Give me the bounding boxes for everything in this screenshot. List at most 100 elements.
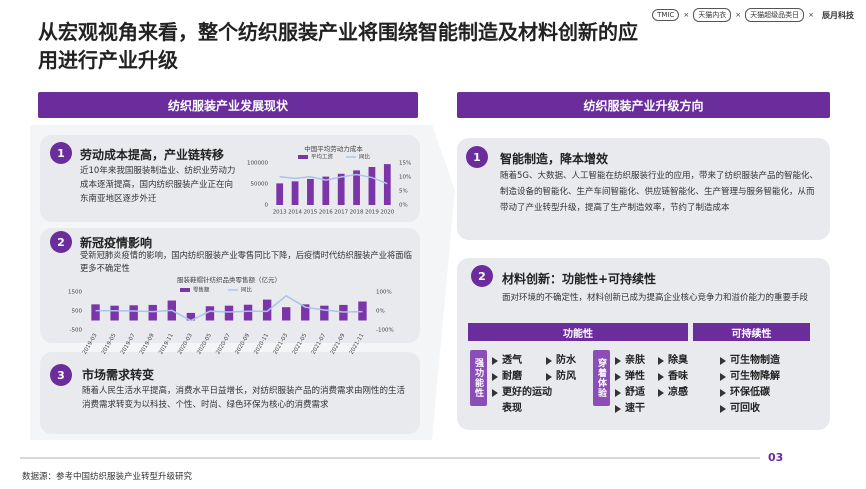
legend-label: 同比 (241, 286, 253, 294)
x-tick-label: 2019 (365, 210, 379, 216)
group-label: 穿着体验 (593, 350, 610, 406)
y2-tick-label: 0% (399, 203, 408, 209)
number: 1 (466, 146, 488, 168)
left-heading: 纺织服装产业发展现状 (38, 92, 418, 118)
x-tick-label: 2021-05 (292, 332, 309, 355)
bar (129, 305, 138, 321)
right-heading: 纺织服装产业升级方向 (457, 92, 830, 118)
item: 凉感 (658, 385, 688, 401)
y-tick-label: 1500 (68, 290, 82, 296)
x-tick-label: 2020 (380, 210, 394, 216)
bar (339, 304, 348, 321)
item: 可生物降解 (720, 369, 780, 385)
item-title: 材料创新：功能性+可持续性 (502, 272, 657, 286)
x-tick-label: 2015 (303, 210, 317, 216)
item: 除臭 (658, 353, 688, 369)
title: 从宏观视角来看，整个纺织服装产业将围绕智能制造及材料创新的应用进行产业升级 (38, 20, 638, 72)
item: 耐磨 (492, 369, 522, 385)
x-tick-label: 2019-03 (82, 332, 99, 355)
x-tick-label: 2020-09 (234, 332, 251, 355)
item: 透气 (492, 353, 522, 369)
x-tick-label: 2019-11 (158, 333, 175, 356)
line (279, 173, 388, 185)
item: 速干 (615, 401, 645, 417)
y-tick-label: 0 (265, 203, 269, 209)
item: 环保低碳 (720, 385, 770, 401)
legend-label: 零售额 (193, 286, 210, 294)
source: 数据源：参考中国纺织服装产业转型升级研究 (22, 472, 193, 482)
item-text: 随着人民生活水平提高，消费水平日益增长，对纺织服装产品的消费需求由刚性的生活消费… (82, 386, 406, 410)
logos: TMIC × 天猫内衣 × 天猫超级品类日 × 辰月科技 (652, 8, 858, 22)
y-tick-label: 100000 (247, 161, 268, 167)
panel (40, 228, 420, 343)
item-text: 面对环境的不确定性，材料创新已成为提高企业核心竞争力和溢价能力的重要手段 (502, 293, 809, 303)
legend-label: 平均工资 (311, 153, 334, 161)
legend-label: 同比 (359, 153, 371, 161)
item-title: 劳动成本提高，产业链转移 (80, 148, 225, 162)
x-tick-label: 2017 (334, 210, 348, 216)
number: 2 (50, 231, 72, 253)
bar (262, 299, 272, 321)
x-tick-label: 2018 (350, 210, 364, 216)
item: 舒适 (615, 385, 645, 401)
group-label: 强功能性 (470, 350, 487, 406)
table-header: 可持续性 (693, 323, 810, 341)
number: 1 (50, 142, 72, 164)
item: 防水 (546, 353, 576, 369)
legend-swatch (298, 155, 308, 159)
y2-tick-label: 10% (399, 175, 411, 181)
x-tick-label: 2020-03 (177, 332, 194, 355)
bar (148, 304, 157, 321)
bar (368, 166, 376, 205)
logo: TMIC (652, 9, 680, 21)
x-tick-label: 2021-03 (273, 332, 290, 355)
x-tick-label: 2019-09 (139, 332, 156, 355)
y-tick-label: -500 (70, 328, 83, 334)
logo: 天猫超级品类日 (745, 8, 805, 22)
item: 可生物制造 (720, 353, 780, 369)
bar (320, 305, 329, 321)
page-number: 03 (768, 451, 784, 464)
y2-tick-label: 5% (399, 189, 408, 195)
item-text: 随着5G、大数据、人工智能在纺织服装行业的应用，带来了纺织服装产品的智能化、制造… (500, 171, 818, 213)
y2-tick-label: -100% (376, 328, 394, 334)
item: 可回收 (720, 401, 760, 417)
line (95, 294, 363, 322)
bar (353, 170, 360, 205)
bar (383, 164, 391, 205)
logo: 辰月科技 (822, 10, 854, 20)
separator: × (735, 11, 742, 19)
bar (301, 304, 310, 321)
x-tick-label: 2021-07 (311, 332, 328, 355)
y-tick-label: 50000 (251, 182, 269, 188)
item-title: 市场需求转变 (82, 368, 155, 382)
item: 防风 (546, 369, 576, 385)
bar (337, 173, 345, 205)
x-tick-label: 2020-05 (196, 332, 213, 355)
panel (457, 258, 830, 430)
separator: × (683, 11, 690, 19)
number: 2 (471, 265, 493, 287)
x-tick-label: 2014 (288, 210, 302, 216)
bar (322, 176, 330, 205)
bar (243, 304, 253, 321)
x-tick-label: 2021-09 (330, 332, 347, 355)
separator: × (808, 11, 814, 19)
item: 更好的运动表现 (492, 385, 554, 417)
x-tick-label: 2020-11 (253, 333, 270, 356)
item-title: 智能制造，降本增效 (500, 152, 609, 166)
bar (91, 304, 100, 321)
panel (457, 138, 830, 240)
number: 3 (50, 364, 72, 386)
bar (282, 307, 291, 321)
legend-swatch (180, 288, 190, 292)
bar (291, 181, 299, 205)
y2-tick-label: 15% (399, 161, 411, 167)
y2-tick-label: 100% (376, 290, 392, 296)
bar (205, 306, 215, 321)
logo: 天猫内衣 (693, 8, 732, 22)
x-tick-label: 2019-07 (120, 332, 137, 355)
chart-title: 中国平均劳动力成本 (304, 144, 363, 153)
